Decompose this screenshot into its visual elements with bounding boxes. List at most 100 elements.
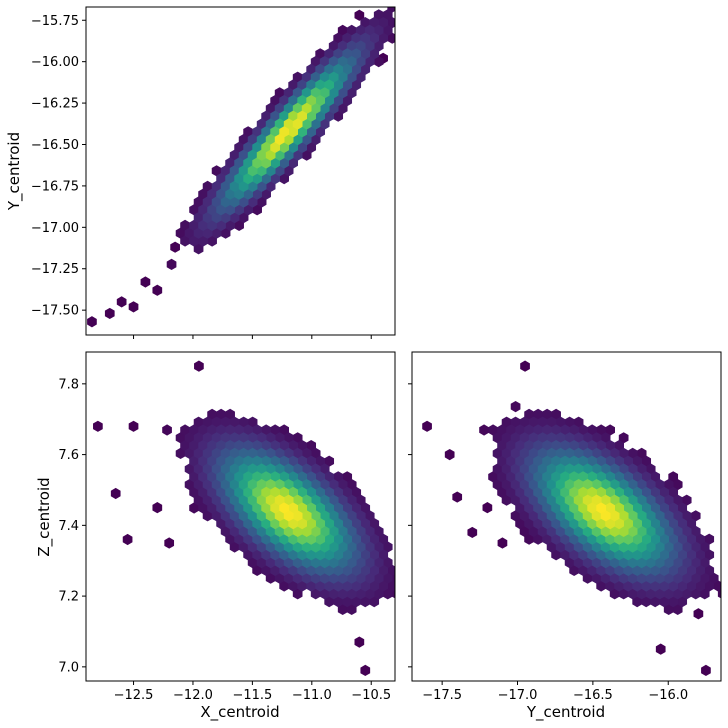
hexbin-cell xyxy=(668,564,679,576)
hexbin-cell xyxy=(189,424,199,436)
hexbin-cell xyxy=(87,316,97,328)
hexbin-cell xyxy=(333,533,344,545)
hexbin-cell xyxy=(355,588,366,600)
hexbin-cell xyxy=(292,572,303,584)
hexbin-cell xyxy=(342,549,353,561)
hexbin-cell xyxy=(645,572,656,584)
hexbin-cell xyxy=(306,533,317,545)
hexbin-cell xyxy=(225,471,235,483)
hexbin-cell xyxy=(310,71,321,83)
hexbin-cell xyxy=(283,557,294,569)
hexbin-cell xyxy=(519,510,530,522)
hexbin-cell xyxy=(238,494,249,506)
hexbin-cell xyxy=(211,196,222,208)
hexbin-cell xyxy=(693,608,704,620)
hexbin-cell xyxy=(238,525,249,537)
hexbin-cell xyxy=(627,479,638,491)
hexbin-cell xyxy=(283,432,294,444)
hexbin-cell xyxy=(301,447,312,459)
hexbin-cell xyxy=(668,549,679,561)
hexbin-cell xyxy=(166,258,177,270)
hexbin-cell xyxy=(627,463,638,475)
hexbin-cell xyxy=(324,48,335,60)
hexbin-cell xyxy=(663,588,674,600)
hexbin-cell xyxy=(542,533,552,545)
hexbin-cell xyxy=(342,533,353,545)
hexbin-cell xyxy=(229,510,240,522)
hexbin-cell xyxy=(636,572,647,584)
hexbin-cell xyxy=(261,549,271,561)
hexbin-cell xyxy=(659,518,670,530)
hexbin-cell xyxy=(189,486,199,498)
hexbin-cell xyxy=(202,432,213,444)
hexbin-cell xyxy=(337,525,348,537)
hexbin-cell xyxy=(279,455,289,467)
hexbin-cell xyxy=(614,486,624,498)
hexbin-cell xyxy=(528,432,539,444)
hexbin-cell xyxy=(315,533,326,545)
hexbin-cell xyxy=(306,471,317,483)
hexbin-cell xyxy=(578,533,588,545)
hexbin-cell xyxy=(270,440,280,452)
axes-frame xyxy=(85,351,396,682)
hexbin-cell xyxy=(279,580,289,592)
hexbin-cell xyxy=(655,643,666,655)
hexbin-cell xyxy=(189,235,199,247)
hexbin-cell xyxy=(234,219,244,231)
hexbin-cell xyxy=(564,447,575,459)
hexbin-cell xyxy=(198,235,208,247)
hexbin-cell xyxy=(641,502,652,514)
x-axis-label: Y_centroid xyxy=(526,703,605,722)
axes-frame xyxy=(85,6,396,336)
hexbin-cell xyxy=(252,455,262,467)
hexbin-cell xyxy=(573,525,584,537)
hexbin-cell xyxy=(229,525,240,537)
hexbin-cell xyxy=(627,494,638,506)
hexbin-cell xyxy=(663,510,674,522)
hexbin-cell xyxy=(193,212,204,224)
hexbin-cell xyxy=(202,447,213,459)
hexbin-cell xyxy=(301,118,312,130)
hexbin-cell xyxy=(636,525,647,537)
hexbin-cell xyxy=(546,416,557,428)
hexbin-cell xyxy=(677,533,688,545)
hexbin-cell xyxy=(578,471,588,483)
hexbin-cell xyxy=(569,455,579,467)
hexbin-cell xyxy=(641,596,652,608)
hexbin-cell xyxy=(569,518,579,530)
hexbin-cell xyxy=(492,463,503,475)
hexbin-cell xyxy=(324,455,335,467)
hexbin-cell xyxy=(283,118,294,130)
hexbin-cell xyxy=(283,572,294,584)
hexbin-cell xyxy=(364,525,375,537)
hexbin-cell xyxy=(378,564,389,576)
hexbin-cell xyxy=(355,557,366,569)
hexbin-cell xyxy=(351,580,362,592)
hexbin-cell xyxy=(387,564,395,576)
hexbin-cell xyxy=(288,502,298,514)
hexbin-cell xyxy=(288,486,298,498)
hexbin-cell xyxy=(373,40,384,52)
hexbin-cell xyxy=(569,533,579,545)
hexbin-cell xyxy=(551,455,561,467)
hexbin-cell xyxy=(654,588,665,600)
hexbin-cell xyxy=(297,79,308,91)
hexbin-cell xyxy=(342,564,353,576)
hexbin-cell xyxy=(582,447,593,459)
hexbin-cell xyxy=(704,549,715,561)
hexbin-cell xyxy=(645,525,656,537)
hexbin-cell xyxy=(333,486,344,498)
hexbin-cell xyxy=(207,188,217,200)
hexbin-cell xyxy=(551,518,561,530)
hexbin-cell xyxy=(351,486,362,498)
hexbin-cell xyxy=(337,71,348,83)
hexbin-cell xyxy=(369,580,380,592)
hexbin-cell xyxy=(360,564,371,576)
hexbin-cell xyxy=(632,564,643,576)
x-tick-label: −16.0 xyxy=(648,688,688,703)
hexbin-cell xyxy=(533,518,543,530)
hexbin-cell xyxy=(645,541,656,553)
hexbin-cell xyxy=(672,525,683,537)
hexbin-cell xyxy=(623,564,634,576)
hexbin-cell xyxy=(587,549,597,561)
